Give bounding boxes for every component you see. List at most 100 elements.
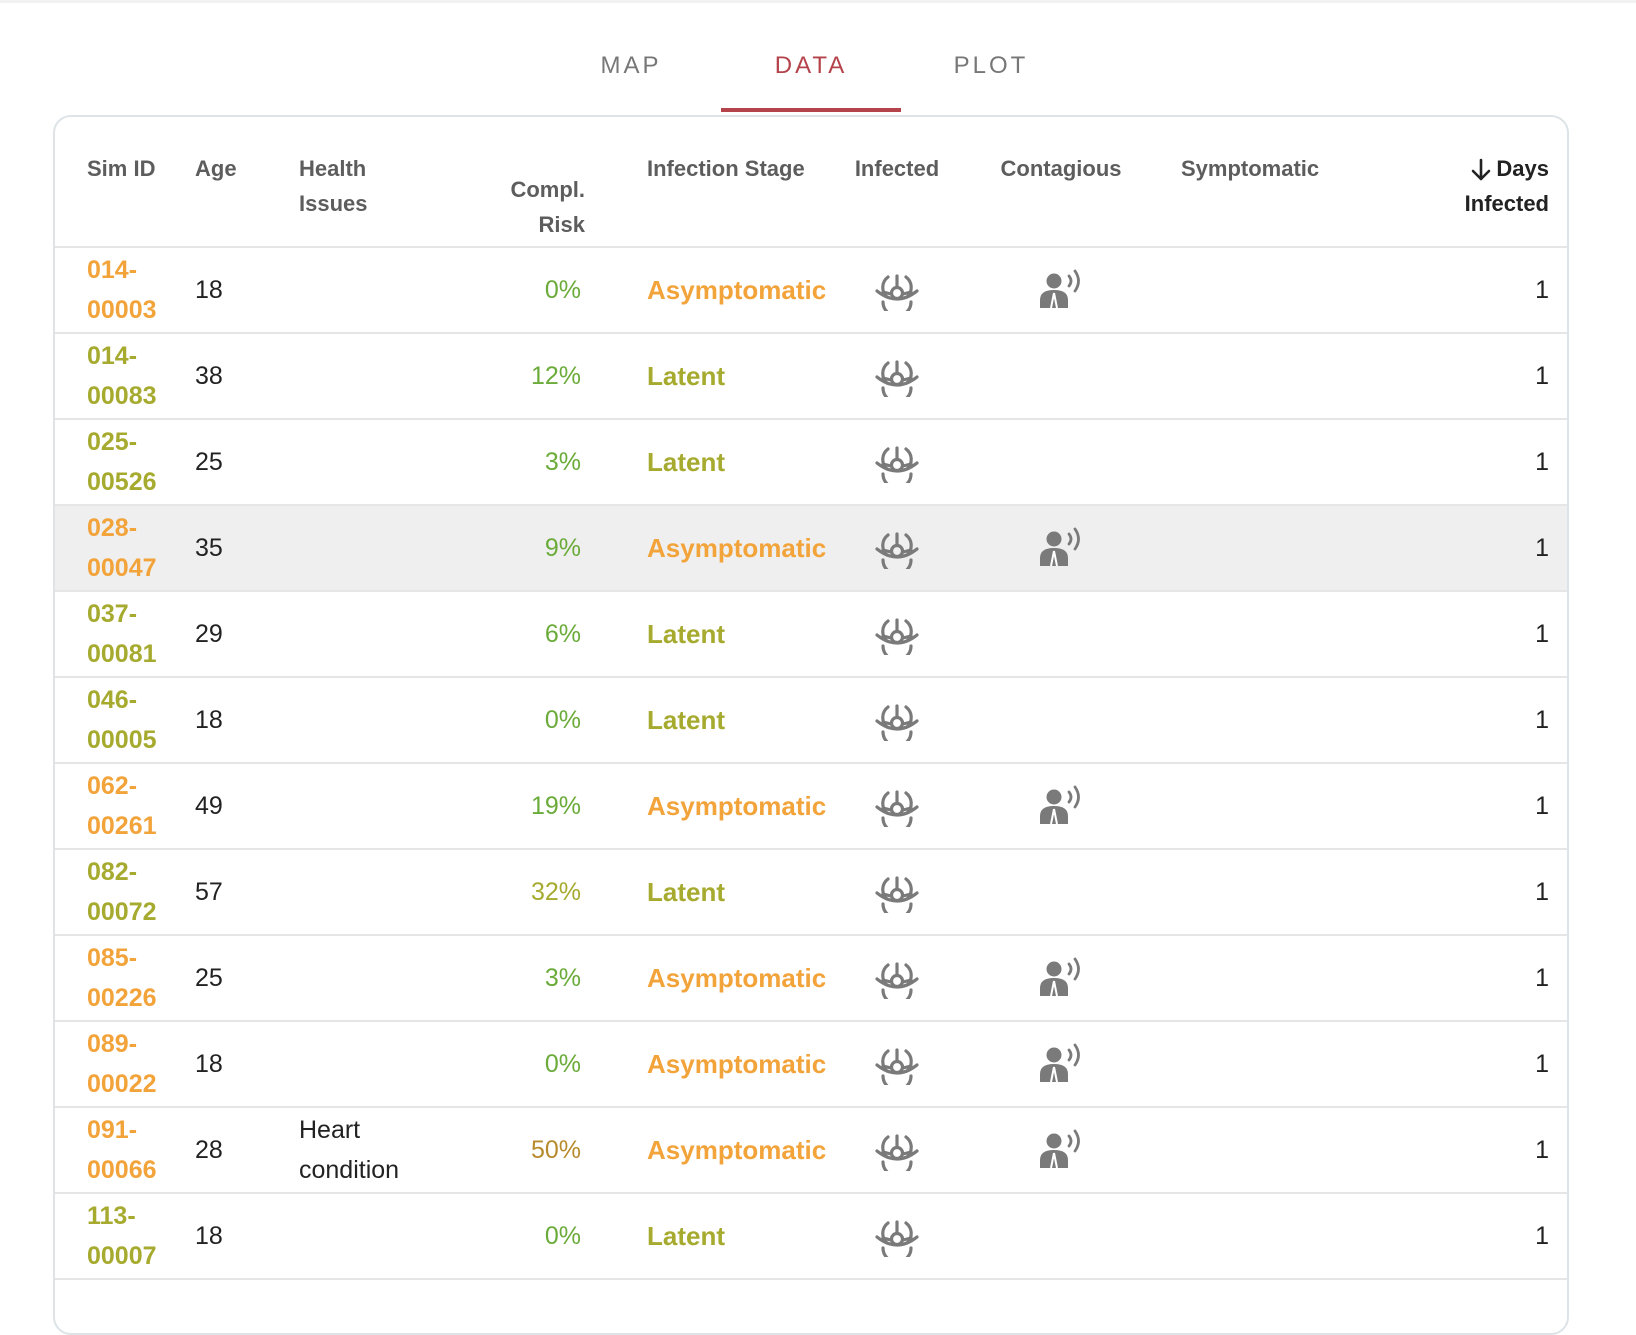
health-issues-cell — [299, 1021, 459, 1108]
header-infected[interactable]: Infected — [823, 117, 971, 248]
compl-risk-cell: 19% — [459, 763, 585, 850]
header-contagious-label: Contagious — [1000, 156, 1122, 181]
days-infected-cell: 1 — [1341, 1107, 1567, 1194]
contagious-cell — [971, 591, 1151, 678]
sim-id-cell[interactable]: 085- 00226 — [55, 935, 195, 1022]
health-issues-cell — [299, 333, 459, 420]
sim-id-cell[interactable]: 014- 00003 — [55, 247, 195, 334]
biohazard-icon — [875, 704, 919, 741]
header-compl-risk[interactable]: Compl. Risk — [459, 117, 585, 248]
sim-id-line2: 00003 — [87, 296, 157, 324]
infection-stage-cell: Latent — [585, 333, 823, 420]
compl-risk-cell: 12% — [459, 333, 585, 420]
age-cell: 29 — [195, 591, 299, 678]
header-age[interactable]: Age — [195, 117, 299, 248]
days-infected-cell: 1 — [1341, 333, 1567, 420]
symptomatic-cell — [1151, 419, 1341, 506]
table-row[interactable]: 046- 00005 18 0% Latent 1 — [55, 677, 1567, 764]
tab-map[interactable]: MAP — [600, 52, 662, 79]
age-cell: 18 — [195, 677, 299, 764]
person-speaking-icon — [1040, 1129, 1080, 1169]
table-row[interactable]: 025- 00526 25 3% Latent 1 — [55, 419, 1567, 506]
infection-stage-cell: Asymptomatic — [585, 247, 826, 334]
sim-id-cell[interactable]: 014- 00083 — [55, 333, 195, 420]
tab-data[interactable]: DATA — [721, 44, 901, 112]
sim-id-line2: 00261 — [87, 812, 157, 840]
compl-risk-cell: 0% — [459, 1021, 585, 1108]
table-row[interactable]: 089- 00022 18 0% Asymptomatic 1 — [55, 1021, 1567, 1108]
infected-cell — [823, 763, 971, 850]
header-risk-line2: Risk — [538, 212, 585, 237]
symptomatic-cell — [1151, 677, 1341, 764]
tab-plot[interactable]: PLOT — [953, 52, 1029, 79]
header-infection-stage[interactable]: Infection Stage — [585, 117, 823, 248]
table-row[interactable]: 037- 00081 29 6% Latent 1 — [55, 591, 1567, 678]
symptomatic-cell — [1151, 333, 1341, 420]
person-speaking-icon — [1040, 785, 1080, 825]
compl-risk-cell: 50% — [459, 1107, 585, 1194]
compl-risk-cell: 0% — [459, 1193, 585, 1280]
sim-id-line2: 00005 — [87, 726, 157, 754]
health-issues-cell — [299, 505, 459, 592]
symptomatic-cell — [1151, 591, 1341, 678]
infection-stage-cell: Latent — [585, 591, 823, 678]
sim-id-cell[interactable]: 025- 00526 — [55, 419, 195, 506]
sim-id-line1: 014- — [87, 256, 138, 284]
health-line2: condition — [299, 1156, 400, 1184]
table-row[interactable]: 014- 00003 18 0% Asymptomatic 1 — [55, 247, 1567, 334]
sim-id-line2: 00007 — [87, 1242, 157, 1270]
days-infected-cell: 1 — [1341, 1193, 1567, 1280]
table-row[interactable]: 091- 00066 28 Heart condition 50% Asymptom… — [55, 1107, 1567, 1194]
header-days-infected[interactable]: Days Infected — [1341, 117, 1567, 248]
sim-id-line1: 046- — [87, 686, 138, 714]
header-risk-line1: Compl. — [510, 177, 585, 202]
table-row[interactable]: 028- 00047 35 9% Asymptomatic 1 — [55, 505, 1567, 592]
table-header-row: Sim ID Age Health Issues Compl. Risk Infec… — [55, 117, 1567, 248]
days-infected-cell: 1 — [1341, 419, 1567, 506]
table-row[interactable]: 082- 00072 57 32% Latent 1 — [55, 849, 1567, 936]
sim-id-line2: 00083 — [87, 382, 157, 410]
contagious-cell — [971, 1193, 1151, 1280]
age-cell: 35 — [195, 505, 299, 592]
table-row[interactable]: 014- 00083 38 12% Latent 1 — [55, 333, 1567, 420]
table-row[interactable]: 062- 00261 49 19% Asymptomatic 1 — [55, 763, 1567, 850]
header-symptomatic[interactable]: Symptomatic — [1151, 117, 1341, 248]
symptomatic-cell — [1151, 849, 1341, 936]
sim-id-line2: 00066 — [87, 1156, 157, 1184]
compl-risk-cell: 3% — [459, 935, 585, 1022]
sim-id-line1: 113- — [87, 1202, 136, 1230]
symptomatic-cell — [1151, 1107, 1341, 1194]
infection-stage-cell: Latent — [585, 677, 823, 764]
person-speaking-icon — [1040, 957, 1080, 997]
sim-id-cell[interactable]: 113- 00007 — [55, 1193, 195, 1280]
header-sim-id[interactable]: Sim ID — [55, 117, 195, 248]
table-row[interactable]: 085- 00226 25 3% Asymptomatic 1 — [55, 935, 1567, 1022]
arrow-down-icon — [1472, 158, 1491, 181]
top-divider — [0, 0, 1636, 3]
days-infected-cell: 1 — [1341, 849, 1567, 936]
health-issues-cell: Heart condition — [299, 1107, 459, 1194]
days-infected-cell: 1 — [1341, 677, 1567, 764]
infected-cell — [823, 591, 971, 678]
sim-id-cell[interactable]: 082- 00072 — [55, 849, 195, 936]
biohazard-icon — [875, 360, 919, 397]
header-health-issues[interactable]: Health Issues — [299, 117, 459, 248]
infected-cell — [823, 1107, 971, 1194]
age-cell: 18 — [195, 1193, 299, 1280]
sim-id-cell[interactable]: 089- 00022 — [55, 1021, 195, 1108]
sim-id-line1: 014- — [87, 342, 138, 370]
table-body: 014- 00003 18 0% Asymptomatic 1 014- 00083… — [55, 247, 1567, 1280]
sim-id-line1: 037- — [87, 600, 138, 628]
health-issues-cell — [299, 935, 459, 1022]
sim-id-cell[interactable]: 062- 00261 — [55, 763, 195, 850]
table-row[interactable]: 113- 00007 18 0% Latent 1 — [55, 1193, 1567, 1280]
sim-id-cell[interactable]: 028- 00047 — [55, 505, 195, 592]
header-contagious[interactable]: Contagious — [971, 117, 1151, 248]
sim-id-cell[interactable]: 091- 00066 — [55, 1107, 195, 1194]
infected-cell — [823, 505, 971, 592]
sim-id-cell[interactable]: 046- 00005 — [55, 677, 195, 764]
sim-id-line2: 00072 — [87, 898, 157, 926]
sim-id-cell[interactable]: 037- 00081 — [55, 591, 195, 678]
infection-stage-cell: Asymptomatic — [585, 935, 826, 1022]
header-symptomatic-label: Symptomatic — [1181, 156, 1320, 181]
